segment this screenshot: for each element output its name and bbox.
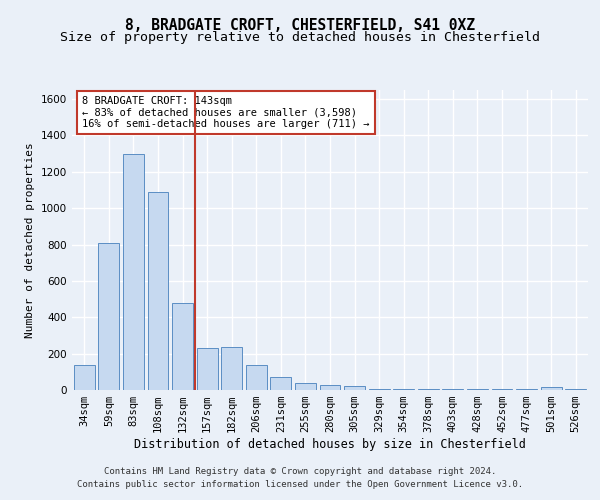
Bar: [221, 348, 242, 390]
Text: 8 BRADGATE CROFT: 143sqm
← 83% of detached houses are smaller (3,598)
16% of sem: 8 BRADGATE CROFT: 143sqm ← 83% of detach…: [82, 96, 370, 129]
X-axis label: Distribution of detached houses by size in Chesterfield: Distribution of detached houses by size …: [134, 438, 526, 451]
Bar: [418, 389, 439, 390]
Bar: [344, 386, 365, 390]
Text: Contains HM Land Registry data © Crown copyright and database right 2024.: Contains HM Land Registry data © Crown c…: [104, 467, 496, 476]
Bar: [197, 348, 218, 390]
Bar: [295, 382, 316, 390]
Bar: [442, 389, 463, 390]
Bar: [98, 242, 119, 390]
Bar: [123, 154, 144, 390]
Bar: [541, 388, 562, 390]
Bar: [320, 386, 340, 390]
Bar: [467, 389, 488, 390]
Text: Contains public sector information licensed under the Open Government Licence v3: Contains public sector information licen…: [77, 480, 523, 489]
Bar: [148, 192, 169, 390]
Y-axis label: Number of detached properties: Number of detached properties: [25, 142, 35, 338]
Bar: [246, 364, 267, 390]
Bar: [565, 389, 586, 390]
Bar: [368, 389, 389, 390]
Text: Size of property relative to detached houses in Chesterfield: Size of property relative to detached ho…: [60, 31, 540, 44]
Bar: [516, 389, 537, 390]
Bar: [74, 364, 95, 390]
Bar: [393, 389, 414, 390]
Text: 8, BRADGATE CROFT, CHESTERFIELD, S41 0XZ: 8, BRADGATE CROFT, CHESTERFIELD, S41 0XZ: [125, 18, 475, 32]
Bar: [172, 302, 193, 390]
Bar: [271, 378, 292, 390]
Bar: [491, 389, 512, 390]
